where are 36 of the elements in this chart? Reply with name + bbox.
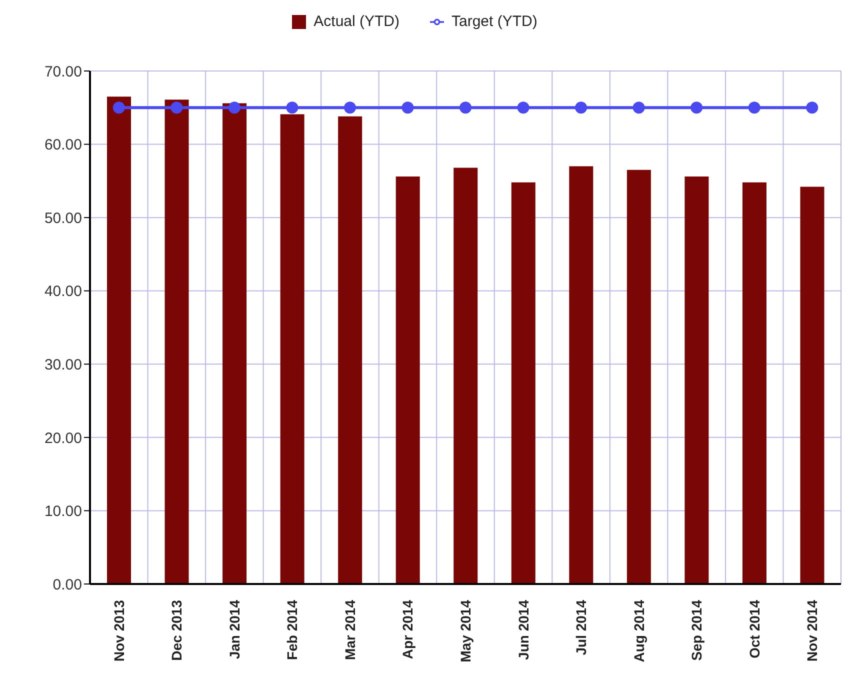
bar [684, 176, 709, 584]
bar [742, 182, 766, 584]
x-tick-label: Sep 2014 [688, 600, 705, 661]
bar [454, 168, 478, 584]
x-tick-label: Mar 2014 [342, 600, 358, 660]
bar [800, 186, 824, 584]
x-tick-label: Aug 2014 [630, 600, 647, 662]
x-tick-label: Oct 2014 [746, 600, 762, 658]
bar [107, 96, 131, 584]
bar [164, 100, 189, 584]
x-tick-label: Nov 2014 [804, 600, 820, 662]
bar [511, 182, 536, 584]
y-tick-label: 0.00 [52, 576, 82, 594]
bar [569, 166, 594, 584]
x-tick-label: Nov 2013 [110, 600, 127, 662]
bar [338, 116, 362, 584]
bar [222, 103, 247, 584]
legend-label: Actual (YTD) [314, 13, 400, 30]
y-tick-label: 30.00 [44, 356, 82, 374]
legend-label: Target (YTD) [452, 13, 538, 30]
y-tick-label: 20.00 [44, 430, 82, 447]
x-tick-label: Feb 2014 [284, 600, 300, 660]
x-tick-label: May 2014 [458, 600, 474, 662]
bar [280, 114, 304, 584]
y-tick-label: 50.00 [44, 210, 82, 227]
x-tick-label: Jul 2014 [573, 600, 590, 656]
x-tick-label: Dec 2013 [168, 600, 185, 661]
x-tick-label: Jan 2014 [226, 600, 242, 660]
bar [626, 170, 651, 584]
y-tick-label: 10.00 [44, 503, 82, 520]
x-tick-label: Jun 2014 [515, 600, 532, 660]
x-tick-label: Apr 2014 [400, 600, 416, 660]
y-tick-label: 70.00 [44, 63, 82, 80]
bar [396, 176, 420, 584]
y-tick-label: 40.00 [44, 283, 82, 300]
y-tick-label: 60.00 [44, 136, 82, 154]
